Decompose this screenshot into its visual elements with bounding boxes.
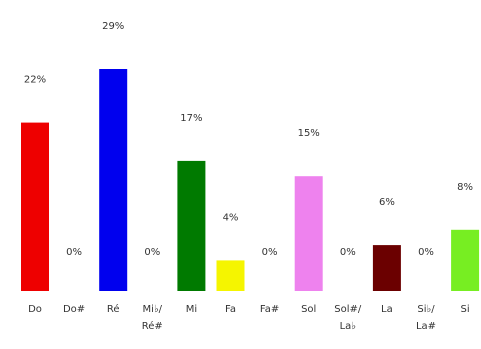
category-label: Mi♭/ <box>143 304 163 315</box>
category-label: Sol <box>301 304 316 315</box>
bar <box>294 176 323 291</box>
bar <box>177 160 206 291</box>
bar <box>451 229 480 291</box>
data-label: 15% <box>298 128 320 139</box>
data-label: 4% <box>223 212 239 223</box>
bar <box>216 260 245 291</box>
category-label: Do <box>28 304 42 315</box>
data-label: 0% <box>262 247 278 258</box>
bar <box>21 122 49 291</box>
data-label: 22% <box>24 75 46 86</box>
category-label: La♭ <box>340 321 357 332</box>
category-label: Fa <box>225 304 236 315</box>
category-label: Fa# <box>260 304 279 315</box>
category-label: Sol#/ <box>334 304 362 315</box>
category-label: Si♭/ <box>417 304 435 315</box>
data-label: 0% <box>144 247 160 258</box>
data-label: 0% <box>340 247 356 258</box>
data-label: 17% <box>180 113 202 124</box>
category-label: La <box>381 304 393 315</box>
data-label: 6% <box>379 197 395 208</box>
category-label: Ré# <box>142 320 163 332</box>
category-label: Do# <box>63 304 85 315</box>
data-label: 0% <box>66 247 82 258</box>
data-label: 8% <box>457 182 473 193</box>
category-label: La# <box>416 321 436 332</box>
bar <box>372 245 401 291</box>
category-label: Ré <box>107 303 120 315</box>
data-label: 0% <box>418 247 434 258</box>
category-label: Mi <box>186 304 197 315</box>
bar <box>99 69 128 291</box>
category-label: Si <box>461 304 470 315</box>
data-label: 29% <box>102 21 124 32</box>
